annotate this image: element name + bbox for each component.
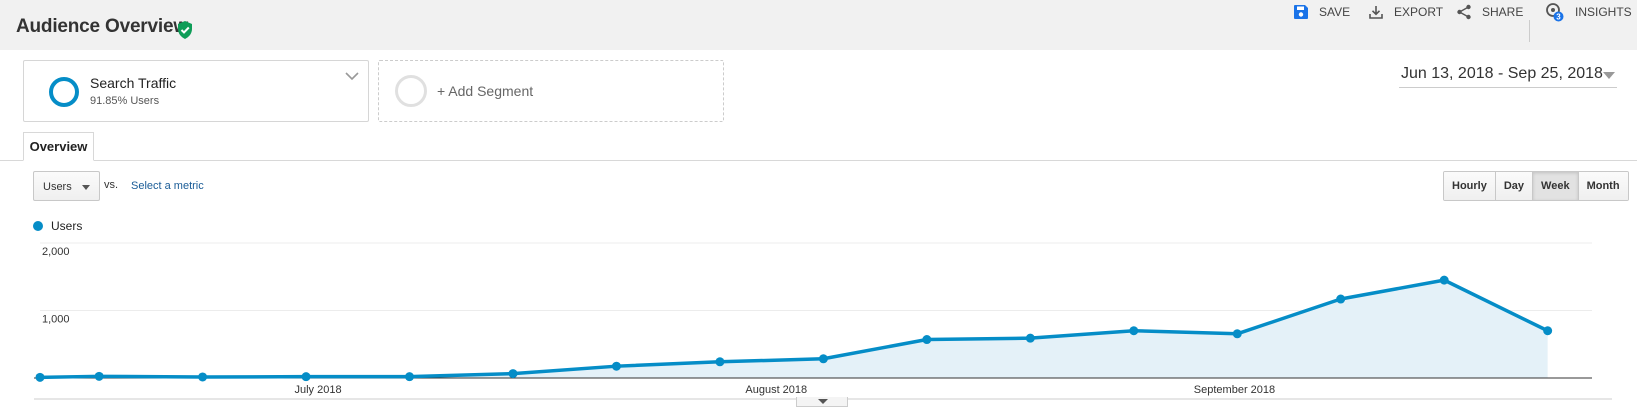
insights-icon: 3 [1546, 3, 1564, 22]
export-icon [1369, 6, 1383, 19]
chevron-down-icon[interactable] [344, 71, 360, 81]
granularity-month-button[interactable]: Month [1578, 172, 1628, 200]
granularity-hourly-button[interactable]: Hourly [1444, 172, 1496, 200]
chart-collapse-handle[interactable] [796, 397, 848, 407]
metric-select[interactable]: Users [33, 171, 100, 201]
data-point [35, 372, 45, 382]
share-label: SHARE [1482, 5, 1524, 19]
page-title: Audience Overview [16, 16, 188, 37]
x-tick-label: August 2018 [745, 384, 807, 396]
legend-label-users: Users [51, 219, 83, 233]
date-range-text: Jun 13, 2018 - Sep 25, 2018 [1401, 65, 1603, 82]
save-button[interactable]: SAVE [1293, 0, 1350, 24]
caret-down-icon [818, 399, 828, 404]
data-point [1543, 326, 1553, 336]
metric-select-value: Users [43, 181, 72, 193]
data-point [1336, 294, 1346, 304]
caret-down-icon [1603, 72, 1615, 79]
share-button[interactable]: SHARE [1456, 0, 1523, 24]
granularity-toggle: Hourly Day Week Month [1443, 171, 1629, 201]
add-segment-button[interactable]: + Add Segment [378, 60, 724, 122]
save-label: SAVE [1319, 5, 1351, 19]
data-point [301, 372, 311, 382]
x-tick-label: September 2018 [1194, 384, 1275, 396]
data-point [405, 372, 415, 382]
data-point [94, 371, 104, 381]
save-icon [1294, 5, 1308, 19]
users-line-chart: 2,000 1,000 July 2018 August 2018 September … [34, 242, 1612, 400]
series-area-users [40, 280, 1548, 378]
x-tick-label: July 2018 [295, 384, 342, 396]
add-segment-label: + Add Segment [437, 83, 534, 99]
insights-button[interactable]: 3 INSIGHTS [1545, 0, 1632, 24]
data-point [198, 372, 208, 382]
shield-check-icon [178, 21, 192, 39]
data-point [818, 354, 828, 364]
insights-badge: 3 [1556, 13, 1561, 22]
data-point [1129, 326, 1139, 336]
tab-divider [0, 160, 1637, 161]
export-label: EXPORT [1394, 5, 1444, 19]
legend-dot-users [33, 221, 43, 231]
data-point [1439, 275, 1449, 285]
y-tick-label: 2,000 [42, 246, 70, 258]
export-button[interactable]: EXPORT [1368, 0, 1443, 24]
tab-overview[interactable]: Overview [23, 132, 94, 161]
vs-label: vs. [104, 179, 119, 191]
segment-name: Search Traffic [90, 75, 177, 91]
insights-label: INSIGHTS [1575, 5, 1632, 19]
data-point [1232, 329, 1242, 339]
segment-card-search-traffic[interactable]: Search Traffic 91.85% Users [23, 60, 369, 122]
y-tick-label: 1,000 [42, 314, 70, 326]
header-bar: Audience Overview SAVE EXPORT SHARE [0, 0, 1637, 50]
series-line-users [39, 278, 1549, 380]
data-point [715, 357, 725, 367]
data-point [508, 369, 518, 379]
share-icon [1457, 4, 1471, 20]
toolbar-divider [1529, 20, 1530, 42]
segment-percentage: 91.85% Users [90, 95, 160, 107]
empty-segment-ring-icon [395, 75, 427, 107]
granularity-day-button[interactable]: Day [1495, 172, 1534, 200]
caret-down-icon [82, 185, 90, 190]
data-point [611, 361, 621, 371]
segment-donut-icon [49, 77, 79, 107]
data-point [922, 335, 932, 345]
granularity-week-button[interactable]: Week [1533, 172, 1579, 200]
select-metric-link[interactable]: Select a metric [131, 180, 204, 192]
data-point [1025, 333, 1035, 343]
date-range-picker[interactable]: Jun 13, 2018 - Sep 25, 2018 [1399, 64, 1617, 88]
